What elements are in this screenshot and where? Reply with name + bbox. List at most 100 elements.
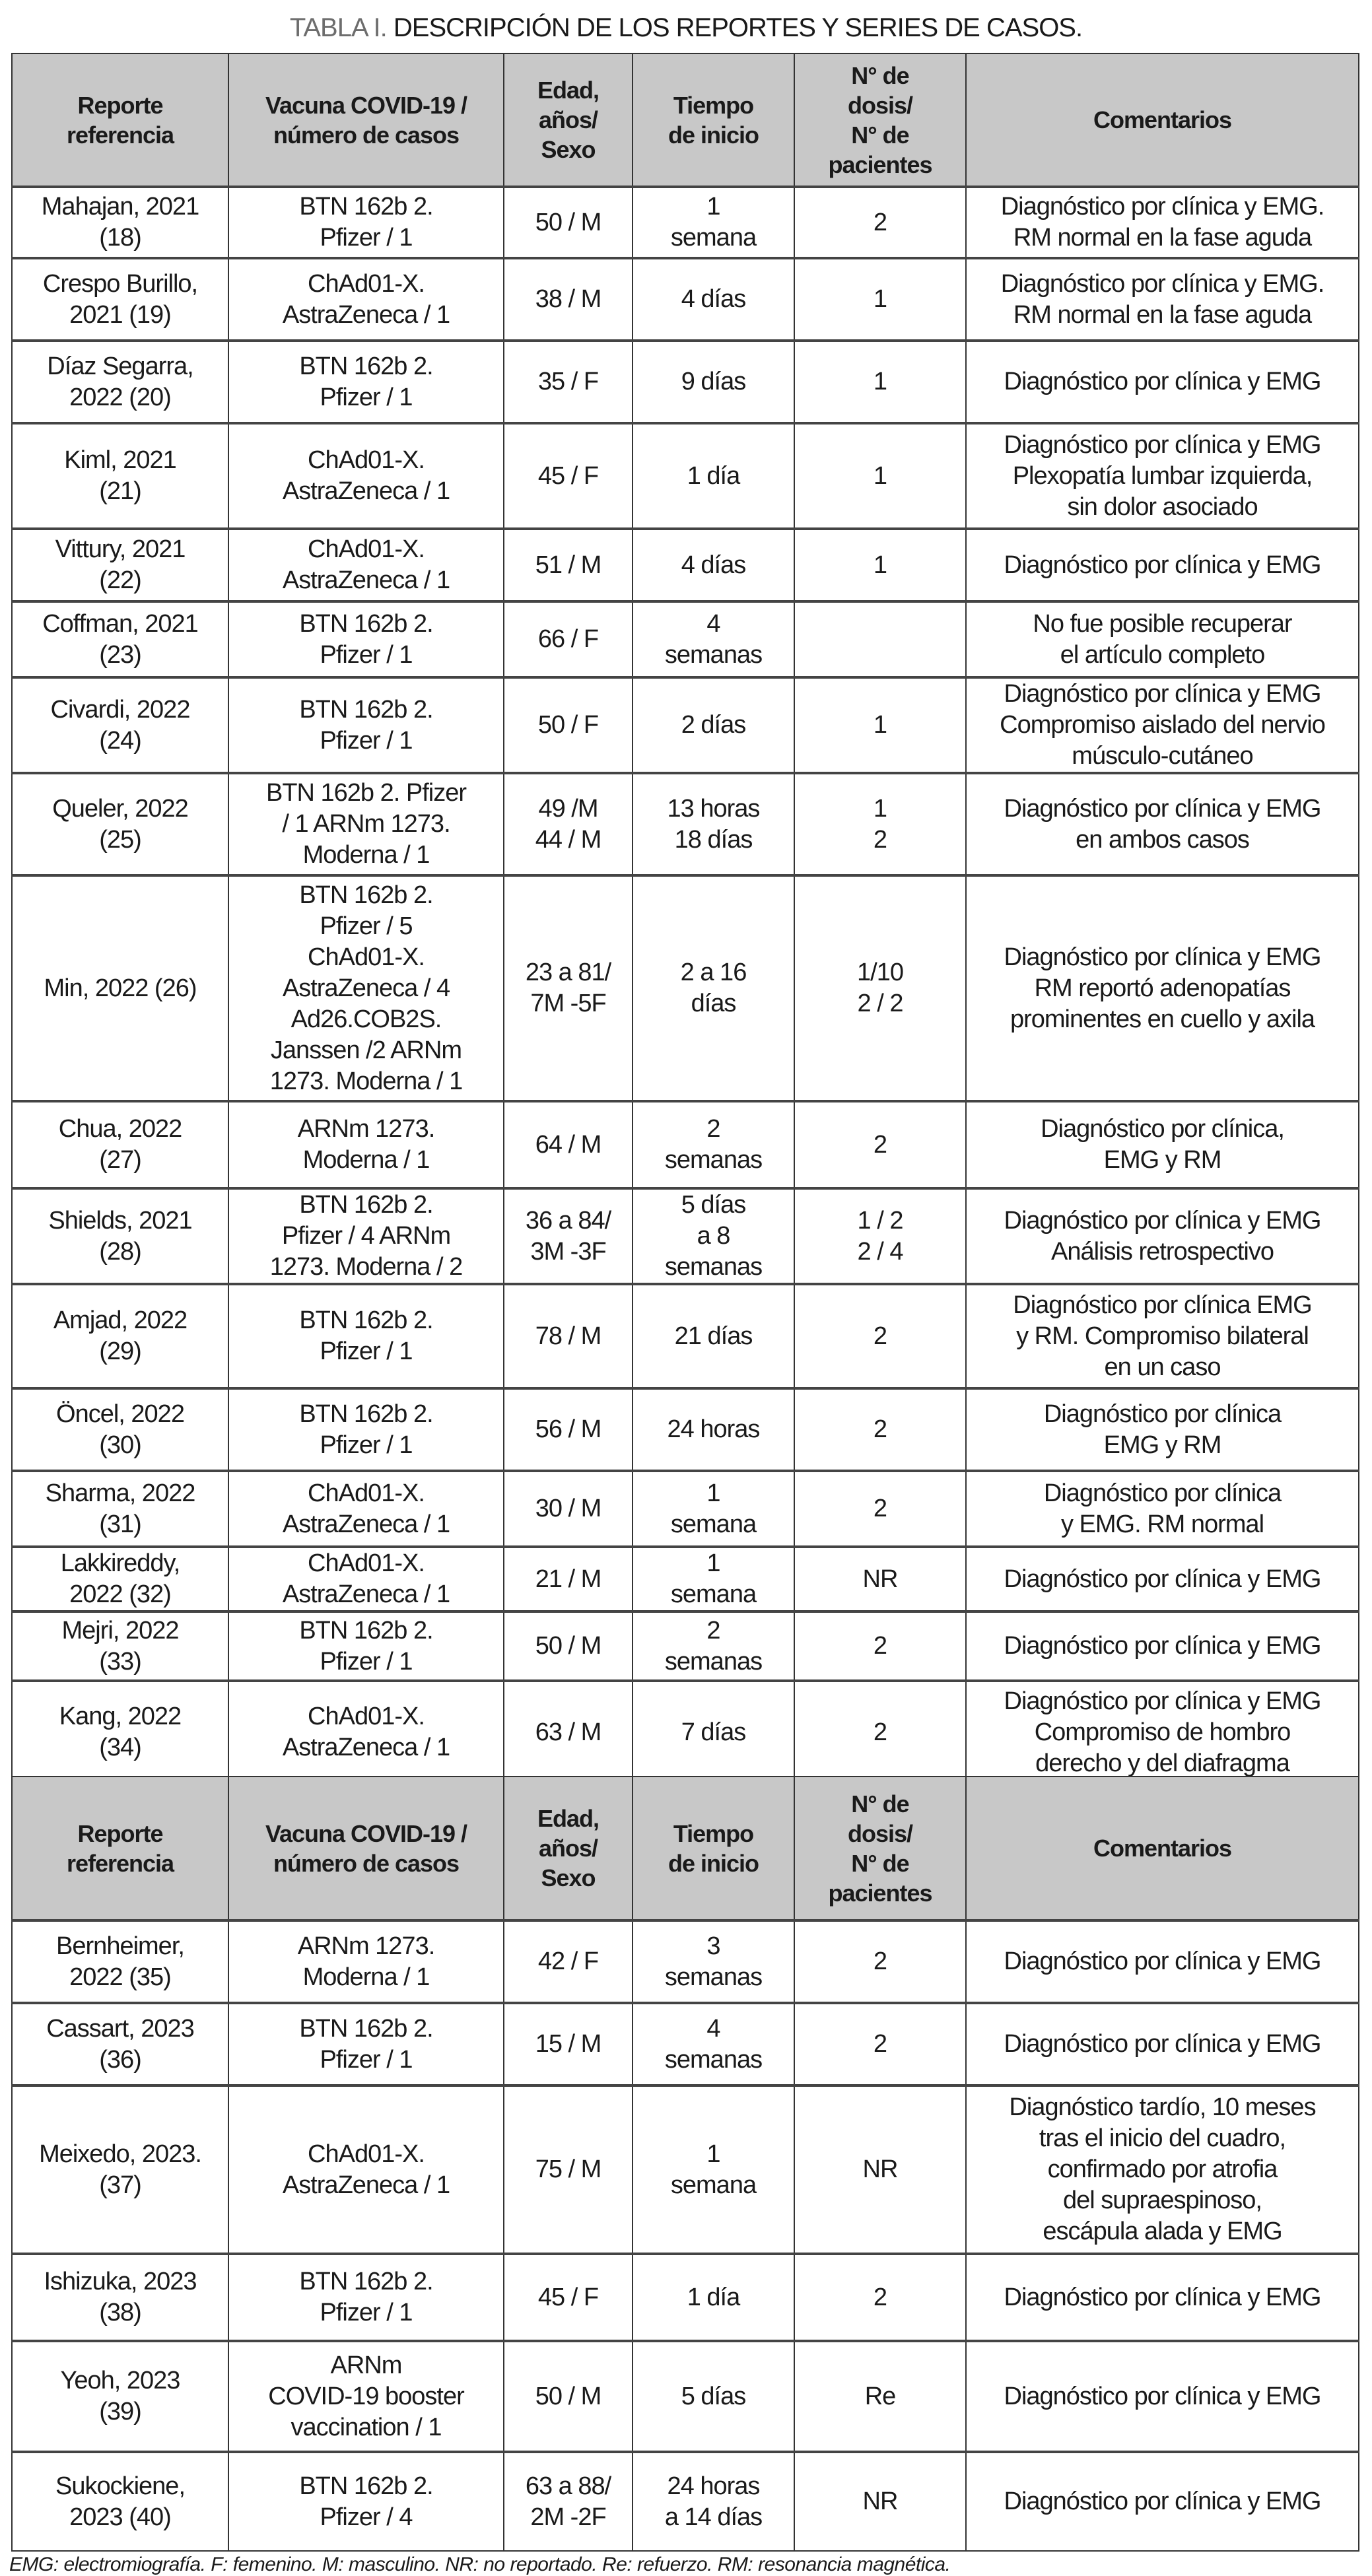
header-onset: Tiempo de inicio (632, 53, 795, 187)
table-row: Öncel, 2022 (30) BTN 162b 2. Pfizer / 1 56… (11, 1387, 1359, 1472)
header-comments: Comentarios (965, 53, 1359, 187)
cell-reference: Sukockiene, 2023 (40) (11, 2451, 229, 2552)
cell-vaccine: ARNm COVID-19 booster vaccination / 1 (228, 2340, 504, 2453)
cell-doses: 2 (794, 186, 967, 259)
cell-comments: Diagnóstico por clínica y EMG (965, 2340, 1359, 2453)
cell-age-sex: 45 / F (503, 422, 633, 529)
cell-doses: NR (794, 2084, 967, 2254)
header-comments: Comentarios (965, 1776, 1359, 1921)
table-caption: DESCRIPCIÓN DE LOS REPORTES Y SERIES DE … (386, 13, 1083, 42)
cell-vaccine: BTN 162b 2. Pfizer / 1 (228, 676, 504, 774)
cell-reference: Mahajan, 2021 (18) (11, 186, 229, 259)
cell-onset: 2 semanas (632, 1610, 795, 1681)
cell-reference: Mejri, 2022 (33) (11, 1610, 229, 1681)
cell-doses: 1 (794, 676, 967, 774)
table-row: Mejri, 2022 (33) BTN 162b 2. Pfizer / 1 50… (11, 1610, 1359, 1681)
table-row: Mahajan, 2021 (18) BTN 162b 2. Pfizer / 1… (11, 186, 1359, 259)
table-row: Díaz Segarra, 2022 (20) BTN 162b 2. Pfize… (11, 339, 1359, 424)
cell-vaccine: ChAd01-X. AstraZeneca / 1 (228, 422, 504, 529)
cell-doses: NR (794, 2451, 967, 2552)
cell-age-sex: 63 a 88/ 2M -2F (503, 2451, 633, 2552)
cell-onset: 7 días (632, 1679, 795, 1784)
cell-comments: Diagnóstico tardío, 10 meses tras el ini… (965, 2084, 1359, 2254)
footnote: EMG: electromiografía. F: femenino. M: m… (9, 2554, 951, 2575)
cell-comments: Diagnóstico por clínica y EMG (965, 2253, 1359, 2342)
cell-onset: 4 días (632, 257, 795, 341)
cell-vaccine: BTN 162b 2. Pfizer / 1 (228, 1283, 504, 1389)
table-row: Ishizuka, 2023 (38) BTN 162b 2. Pfizer / … (11, 2253, 1359, 2342)
cell-age-sex: 21 / M (503, 1545, 633, 1612)
cell-doses: 2 (794, 2002, 967, 2086)
cell-reference: Kang, 2022 (34) (11, 1679, 229, 1784)
cell-reference: Shields, 2021 (28) (11, 1187, 229, 1285)
header-row: Reporte referencia Vacuna COVID-19 / núme… (11, 53, 1359, 187)
header-onset: Tiempo de inicio (632, 1776, 795, 1921)
cell-comments: Diagnóstico por clínica y EMG RM reportó… (965, 874, 1359, 1102)
cell-onset: 4 semanas (632, 2002, 795, 2086)
cell-onset: 24 horas (632, 1387, 795, 1472)
cell-comments: Diagnóstico por clínica y EMG. RM normal… (965, 257, 1359, 341)
cell-vaccine: BTN 162b 2. Pfizer / 1 ARNm 1273. Modern… (228, 772, 504, 876)
cell-age-sex: 36 a 84/ 3M -3F (503, 1187, 633, 1285)
cell-vaccine: BTN 162b 2. Pfizer / 1 (228, 339, 504, 424)
cell-age-sex: 64 / M (503, 1100, 633, 1189)
header-doses: N° de dosis/ N° de pacientes (794, 1776, 967, 1921)
cell-comments: Diagnóstico por clínica y EMG. RM normal (965, 1470, 1359, 1547)
table-row: Crespo Burillo, 2021 (19) ChAd01-X. Astra… (11, 257, 1359, 341)
table-row: Queler, 2022 (25) BTN 162b 2. Pfizer / 1 … (11, 772, 1359, 876)
header-vaccine: Vacuna COVID-19 / número de casos (228, 1776, 504, 1921)
cell-vaccine: BTN 162b 2. Pfizer / 1 (228, 186, 504, 259)
cell-vaccine: BTN 162b 2. Pfizer / 4 (228, 2451, 504, 2552)
cell-vaccine: ChAd01-X. AstraZeneca / 1 (228, 527, 504, 602)
cell-reference: Sharma, 2022 (31) (11, 1470, 229, 1547)
cell-vaccine: ARNm 1273. Moderna / 1 (228, 1100, 504, 1189)
cell-age-sex: 15 / M (503, 2002, 633, 2086)
table-row: Civardi, 2022 (24) BTN 162b 2. Pfizer / 1… (11, 676, 1359, 774)
cell-comments: Diagnóstico por clínica y EMG Compromiso… (965, 1679, 1359, 1784)
cell-age-sex: 63 / M (503, 1679, 633, 1784)
cell-comments: Diagnóstico por clínica y EMG (965, 527, 1359, 602)
cell-vaccine: ChAd01-X. AstraZeneca / 1 (228, 2084, 504, 2254)
cell-age-sex: 78 / M (503, 1283, 633, 1389)
cell-doses: 2 (794, 1610, 967, 1681)
cell-comments: Diagnóstico por clínica y EMG (965, 2002, 1359, 2086)
cell-vaccine: BTN 162b 2. Pfizer / 1 (228, 1387, 504, 1472)
cell-age-sex: 50 / F (503, 676, 633, 774)
cell-reference: Lakkireddy, 2022 (32) (11, 1545, 229, 1612)
table-row: Kang, 2022 (34) ChAd01-X. AstraZeneca / 1… (11, 1679, 1359, 1784)
cell-onset: 24 horas a 14 días (632, 2451, 795, 2552)
cell-doses: 2 (794, 2253, 967, 2342)
cell-doses (794, 600, 967, 678)
cell-onset: 2 semanas (632, 1100, 795, 1189)
header-row: Reporte referencia Vacuna COVID-19 / núme… (11, 1776, 1359, 1921)
cell-comments: Diagnóstico por clínica y EMG en ambos c… (965, 772, 1359, 876)
table-row: Lakkireddy, 2022 (32) ChAd01-X. AstraZene… (11, 1545, 1359, 1612)
cell-vaccine: ChAd01-X. AstraZeneca / 1 (228, 257, 504, 341)
cell-vaccine: BTN 162b 2. Pfizer / 1 (228, 2002, 504, 2086)
cell-age-sex: 38 / M (503, 257, 633, 341)
cell-age-sex: 30 / M (503, 1470, 633, 1547)
table-title: TABLA I. DESCRIPCIÓN DE LOS REPORTES Y S… (0, 13, 1372, 43)
cell-onset: 3 semanas (632, 1919, 795, 2004)
table-row: Min, 2022 (26) BTN 162b 2. Pfizer / 5 ChA… (11, 874, 1359, 1102)
cell-vaccine: ChAd01-X. AstraZeneca / 1 (228, 1545, 504, 1612)
table-row: Meixedo, 2023. (37) ChAd01-X. AstraZeneca… (11, 2084, 1359, 2254)
cell-onset: 21 días (632, 1283, 795, 1389)
cell-comments: Diagnóstico por clínica y EMG (965, 1610, 1359, 1681)
cell-age-sex: 23 a 81/ 7M -5F (503, 874, 633, 1102)
table-row: Sharma, 2022 (31) ChAd01-X. AstraZeneca /… (11, 1470, 1359, 1547)
cell-reference: Meixedo, 2023. (37) (11, 2084, 229, 2254)
cell-reference: Öncel, 2022 (30) (11, 1387, 229, 1472)
cell-comments: Diagnóstico por clínica y EMG Análisis r… (965, 1187, 1359, 1285)
cell-age-sex: 66 / F (503, 600, 633, 678)
cell-doses: 2 (794, 1470, 967, 1547)
cell-onset: 9 días (632, 339, 795, 424)
cell-doses: 2 (794, 1679, 967, 1784)
cell-onset: 4 días (632, 527, 795, 602)
cell-vaccine: BTN 162b 2. Pfizer / 1 (228, 600, 504, 678)
cell-age-sex: 51 / M (503, 527, 633, 602)
cell-onset: 1 semana (632, 186, 795, 259)
cell-reference: Bernheimer, 2022 (35) (11, 1919, 229, 2004)
cell-doses: 2 (794, 1100, 967, 1189)
cell-onset: 1 semana (632, 2084, 795, 2254)
